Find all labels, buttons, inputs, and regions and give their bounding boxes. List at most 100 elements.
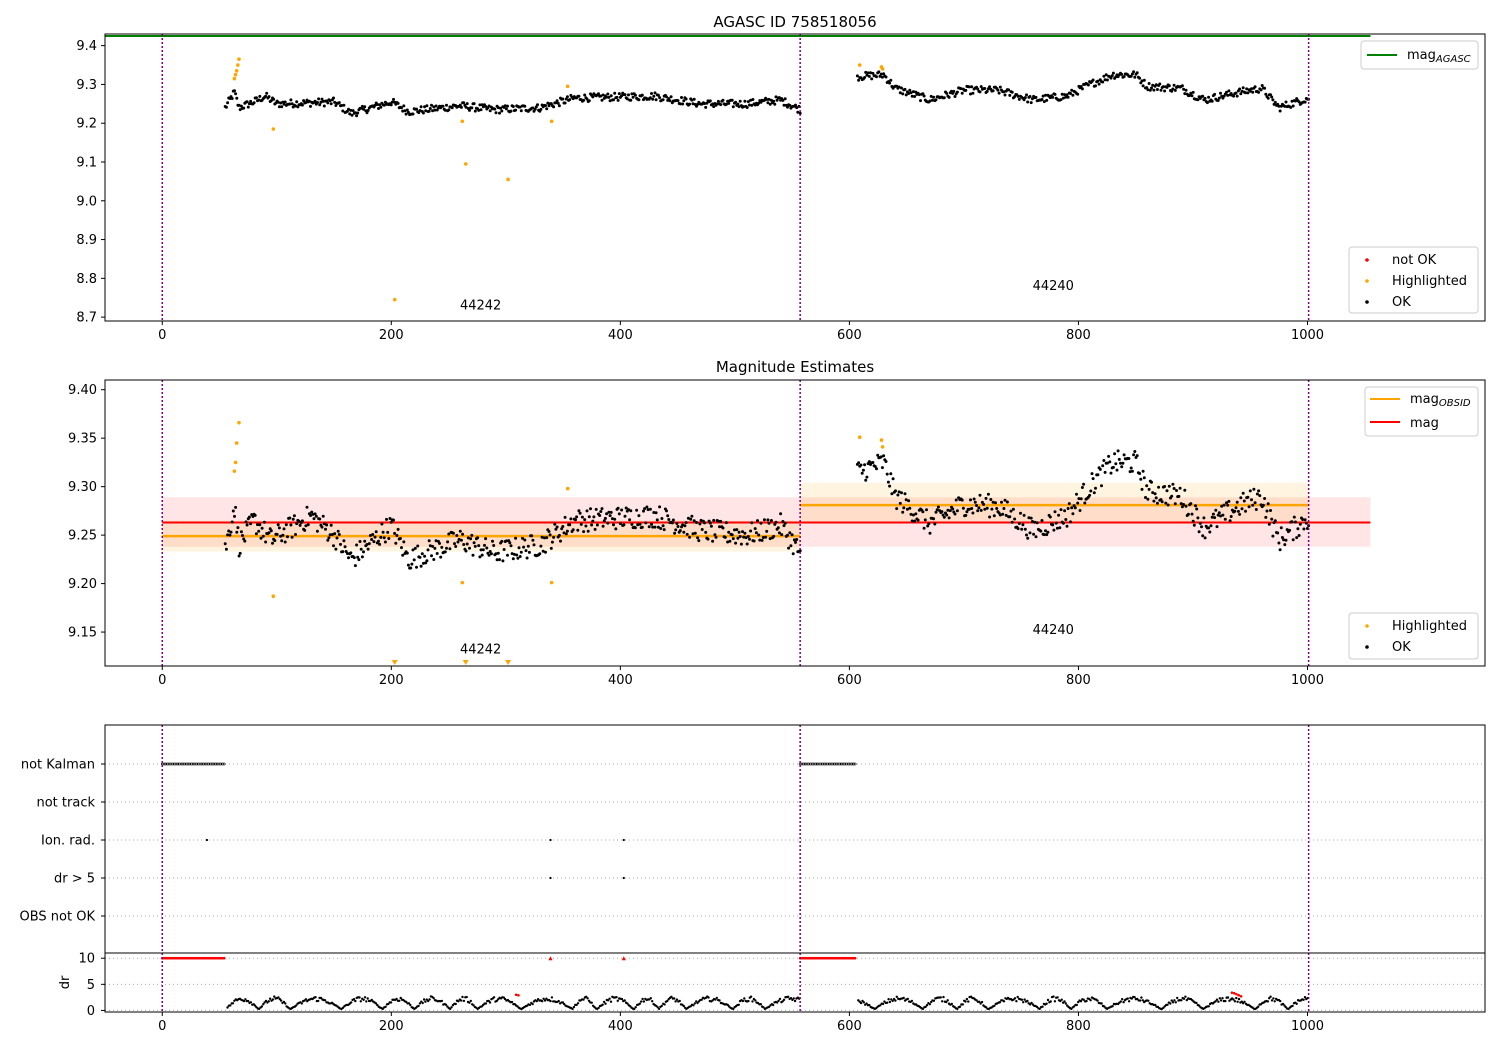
- ok-point: [794, 540, 797, 544]
- ok-point: [727, 530, 731, 534]
- dr-point: [641, 997, 644, 1001]
- ok-point: [861, 468, 865, 472]
- ok-point: [659, 527, 663, 530]
- ok-point: [783, 97, 787, 101]
- ok-point: [1171, 87, 1175, 91]
- ok-point: [857, 78, 861, 82]
- ok-point: [751, 98, 755, 101]
- ok-point: [1115, 468, 1119, 472]
- dr-point: [575, 1003, 578, 1007]
- ok-point: [1202, 516, 1206, 520]
- ok-point: [461, 532, 465, 536]
- dr-point: [886, 1001, 889, 1004]
- ok-point: [465, 542, 469, 546]
- agasc-xtick-label: 400: [608, 328, 633, 343]
- ok-point: [897, 85, 901, 89]
- ok-point: [1210, 99, 1214, 103]
- ok-point: [728, 539, 732, 543]
- ok-point: [427, 539, 431, 543]
- flag-point: [186, 762, 190, 766]
- ok-point: [565, 95, 569, 99]
- dr-point: [454, 1002, 457, 1006]
- ok-point: [419, 564, 423, 568]
- ok-point: [706, 537, 710, 541]
- ok-point: [730, 533, 734, 537]
- ok-point: [374, 530, 378, 534]
- dr-point: [1269, 995, 1272, 998]
- ok-point: [767, 97, 771, 101]
- ok-point: [571, 528, 575, 532]
- ok-point: [859, 463, 863, 467]
- ok-point: [527, 550, 531, 554]
- highlighted-point: [237, 420, 241, 425]
- ok-point: [1288, 528, 1292, 532]
- ok-point: [1142, 476, 1146, 480]
- ok-point: [1246, 91, 1250, 95]
- ok-point: [519, 109, 523, 113]
- ok-point: [688, 102, 692, 106]
- ok-point: [689, 517, 693, 521]
- magnitude-line-legend: magOBSID mag: [1364, 386, 1479, 437]
- ok-point: [959, 87, 963, 91]
- dr-clipped-point: [853, 956, 857, 960]
- ok-point: [353, 564, 357, 568]
- ok-point: [1109, 471, 1113, 475]
- dr-point: [1235, 996, 1238, 1000]
- agasc-ytick-label: 9.0: [76, 194, 97, 209]
- ok-point: [656, 93, 660, 97]
- ok-point: [746, 100, 750, 104]
- ok-point: [420, 552, 424, 556]
- ok-point: [678, 102, 682, 106]
- ok-point: [947, 516, 951, 520]
- dr-point: [888, 1000, 892, 1004]
- ok-point: [589, 507, 592, 511]
- dr-point: [939, 996, 942, 999]
- ok-point: [1271, 534, 1275, 538]
- highlighted-point: [234, 69, 239, 73]
- ok-point: [884, 460, 888, 463]
- ok-point: [781, 520, 785, 523]
- ok-point: [562, 531, 566, 535]
- ok-point: [1146, 88, 1150, 92]
- highlighted-point: [880, 67, 885, 71]
- agasc-point-legend: not OK Highlighted OK: [1348, 246, 1479, 314]
- ok-point: [1160, 500, 1164, 504]
- ok-point: [1173, 502, 1177, 506]
- ok-point: [768, 102, 772, 106]
- ok-point: [484, 104, 488, 108]
- ok-point: [910, 94, 914, 98]
- dr-point: [902, 996, 905, 1000]
- ok-point: [1025, 533, 1028, 537]
- ok-point: [684, 521, 688, 525]
- ok-point: [353, 111, 357, 115]
- ok-point: [884, 75, 888, 79]
- ok-point: [1114, 462, 1118, 466]
- ok-point: [1171, 482, 1175, 486]
- dr-point: [718, 999, 721, 1002]
- flag-point: [812, 762, 816, 766]
- ok-point: [1026, 536, 1030, 540]
- ok-point: [1170, 89, 1174, 93]
- dr-point: [1154, 1003, 1157, 1007]
- ok-point: [304, 524, 308, 528]
- ok-point: [1104, 73, 1108, 77]
- ok-point: [234, 505, 238, 509]
- ok-point: [508, 541, 512, 545]
- ok-point: [618, 522, 622, 526]
- ok-point: [277, 105, 281, 109]
- ok-point: [693, 531, 697, 535]
- ok-point: [1089, 489, 1093, 493]
- ok-point: [1294, 99, 1297, 103]
- dr-point: [1103, 1005, 1106, 1008]
- ok-point: [282, 102, 286, 106]
- ok-point: [269, 99, 273, 103]
- dr-point: [1284, 1005, 1287, 1009]
- ok-point: [1023, 527, 1027, 531]
- ok-point: [304, 101, 308, 104]
- ok-point: [233, 514, 236, 518]
- ok-point: [1304, 521, 1308, 525]
- ok-point: [297, 519, 301, 523]
- ok-point: [430, 554, 433, 558]
- flag-point: [843, 762, 847, 766]
- ok-point: [1217, 511, 1221, 515]
